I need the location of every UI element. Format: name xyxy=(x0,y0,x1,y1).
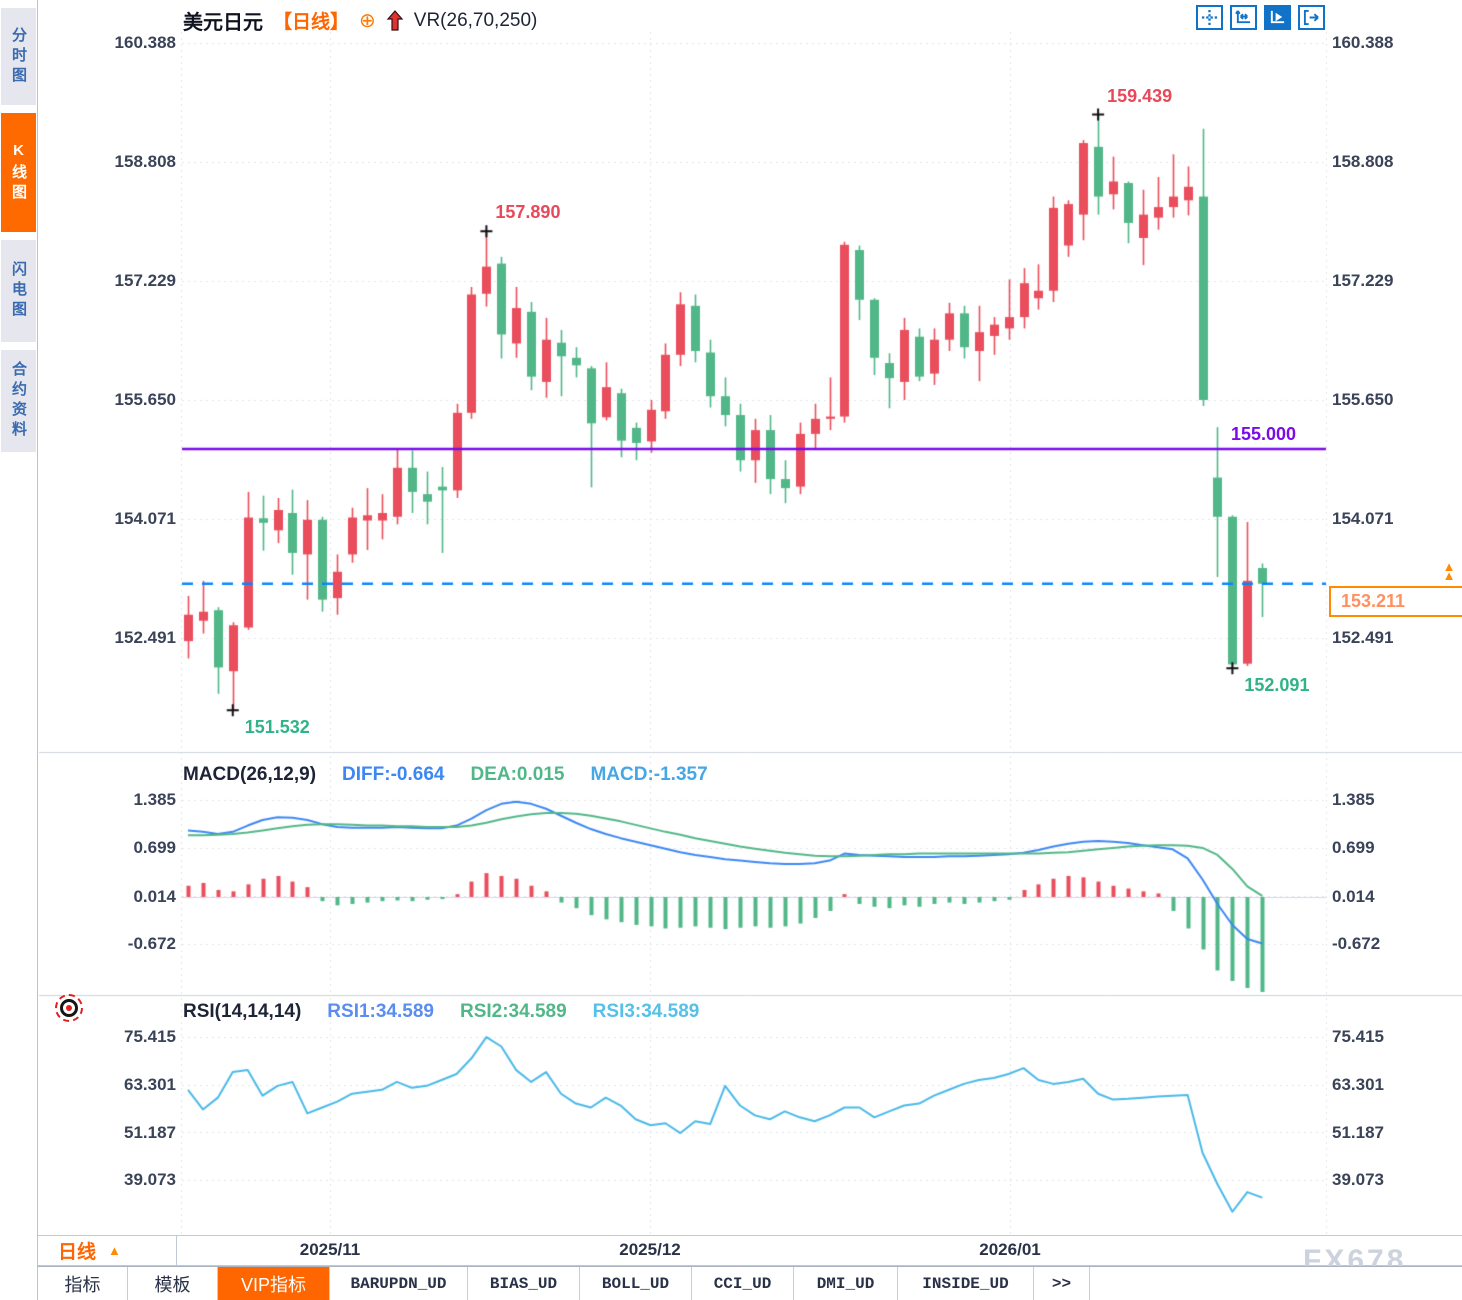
left-sidebar: 分时图 K线图 闪电图 合约资料 xyxy=(0,0,38,1300)
x-axis-label-2: 2026/01 xyxy=(979,1240,1041,1259)
symbol-title: 美元日元 xyxy=(183,12,263,34)
period-dropdown-arrow-icon: ▲ xyxy=(108,1243,121,1258)
rsi-tick-left-1: 63.301 xyxy=(124,1075,176,1094)
low-price-annotation-1: 151.532 xyxy=(244,717,310,738)
horizontal-line-price-label: 155.000 xyxy=(1231,424,1297,444)
macd-tick-right-3: -0.672 xyxy=(1332,934,1381,953)
blink-indicator-icon xyxy=(55,994,83,1022)
low-price-annotation-2: 152.091 xyxy=(1244,675,1310,696)
arrow-up-icon xyxy=(386,9,404,32)
macd-dea-value: DEA:0.015 xyxy=(470,764,565,785)
macd-tick-right-0: 1.385 xyxy=(1332,790,1375,809)
tab-templates[interactable]: 模板 xyxy=(128,1267,218,1300)
tab-vip-indicators[interactable]: VIP指标 xyxy=(218,1267,330,1300)
sidebar-item-flash-chart[interactable]: 闪电图 xyxy=(1,240,36,342)
tab-cci-ud[interactable]: CCI_UD xyxy=(692,1267,794,1300)
sidebar-item-contract-info[interactable]: 合约资料 xyxy=(1,350,36,452)
rsi3-value: RSI3:34.589 xyxy=(592,1001,700,1022)
tab-more[interactable]: >> xyxy=(1034,1267,1090,1300)
macd-value: MACD:-1.357 xyxy=(590,764,708,785)
price-tick-right-5: 152.491 xyxy=(1332,628,1394,647)
period-label: 日线 xyxy=(58,1242,97,1263)
macd-tick-right-2: 0.014 xyxy=(1332,887,1375,906)
sidebar-item-kline-chart[interactable]: K线图 xyxy=(1,113,36,232)
sidebar-item-time-chart[interactable]: 分时图 xyxy=(1,8,36,105)
rsi-tick-right-1: 63.301 xyxy=(1332,1075,1384,1094)
macd-tick-left-2: 0.014 xyxy=(133,887,176,906)
high-price-annotation-2: 159.439 xyxy=(1107,85,1173,106)
macd-header: MACD(26,12,9) DIFF:-0.664 DEA:0.015 MACD… xyxy=(183,764,708,786)
chart-header: 美元日元 【日线】 ⊕ VR(26,70,250) xyxy=(183,6,537,35)
pan-tool-icon[interactable] xyxy=(1196,5,1223,30)
price-tick-left-0: 160.388 xyxy=(114,33,176,52)
macd-diff-value: DIFF:-0.664 xyxy=(342,764,445,785)
indicator-tab-bar: 指标 模板 VIP指标 BARUPDN_UD BIAS_UD BOLL_UD C… xyxy=(38,1266,1462,1300)
rsi-tick-right-3: 39.073 xyxy=(1332,1170,1384,1189)
tab-inside-ud[interactable]: INSIDE_UD xyxy=(898,1267,1034,1300)
rsi-tick-left-3: 39.073 xyxy=(124,1170,176,1189)
date-axis-row xyxy=(38,1235,1462,1266)
period-tag: 【日线】 xyxy=(273,12,350,33)
macd-title: MACD(26,12,9) xyxy=(183,764,317,785)
tab-indicators[interactable]: 指标 xyxy=(38,1267,128,1300)
price-tick-left-4: 154.071 xyxy=(114,509,176,528)
macd-tick-left-3: -0.672 xyxy=(127,934,176,953)
rsi-title: RSI(14,14,14) xyxy=(183,1001,302,1022)
macd-tick-left-1: 0.699 xyxy=(133,838,176,857)
rsi2-value: RSI2:34.589 xyxy=(459,1001,567,1022)
rsi1-value: RSI1:34.589 xyxy=(327,1001,434,1022)
rsi-header: RSI(14,14,14) RSI1:34.589 RSI2:34.589 RS… xyxy=(183,1001,699,1023)
axis-scale-icon[interactable] xyxy=(1230,5,1257,30)
tab-boll-ud[interactable]: BOLL_UD xyxy=(580,1267,692,1300)
auto-scroll-icon[interactable] xyxy=(1264,5,1291,30)
macd-tick-left-0: 1.385 xyxy=(133,790,176,809)
latest-bar-arrow-icon: ▲ ▲ xyxy=(1442,559,1456,583)
chart-toolbar xyxy=(1196,5,1325,30)
price-tick-right-4: 154.071 xyxy=(1332,509,1394,528)
price-tick-right-0: 160.388 xyxy=(1332,33,1394,52)
price-tick-right-1: 158.808 xyxy=(1332,152,1394,171)
overlay-indicator-label: VR(26,70,250) xyxy=(413,9,538,31)
high-price-annotation-1: 157.890 xyxy=(495,202,561,223)
goto-latest-icon[interactable] xyxy=(1298,5,1325,30)
price-tick-right-3: 155.650 xyxy=(1332,390,1394,409)
price-tick-right-2: 157.229 xyxy=(1332,271,1394,290)
price-tick-left-5: 152.491 xyxy=(114,628,176,647)
tab-bias-ud[interactable]: BIAS_UD xyxy=(468,1267,580,1300)
price-tick-left-1: 158.808 xyxy=(114,152,176,171)
period-selector-button[interactable]: 日线 ▲ xyxy=(38,1236,177,1265)
last-price-box: 153.211 xyxy=(1329,586,1462,617)
tab-barupdn-ud[interactable]: BARUPDN_UD xyxy=(330,1267,468,1300)
price-tick-left-2: 157.229 xyxy=(114,271,176,290)
rsi-tick-right-2: 51.187 xyxy=(1332,1123,1384,1142)
tab-dmi-ud[interactable]: DMI_UD xyxy=(794,1267,898,1300)
macd-tick-right-1: 0.699 xyxy=(1332,838,1375,857)
price-tick-left-3: 155.650 xyxy=(114,390,176,409)
x-axis-label-0: 2025/11 xyxy=(299,1240,361,1259)
rsi-tick-left-2: 51.187 xyxy=(124,1123,176,1142)
rsi-tick-left-0: 75.415 xyxy=(124,1027,176,1046)
rsi-tick-right-0: 75.415 xyxy=(1332,1027,1384,1046)
add-indicator-icon[interactable]: ⊕ xyxy=(359,9,376,32)
x-axis-label-1: 2025/12 xyxy=(619,1240,681,1259)
